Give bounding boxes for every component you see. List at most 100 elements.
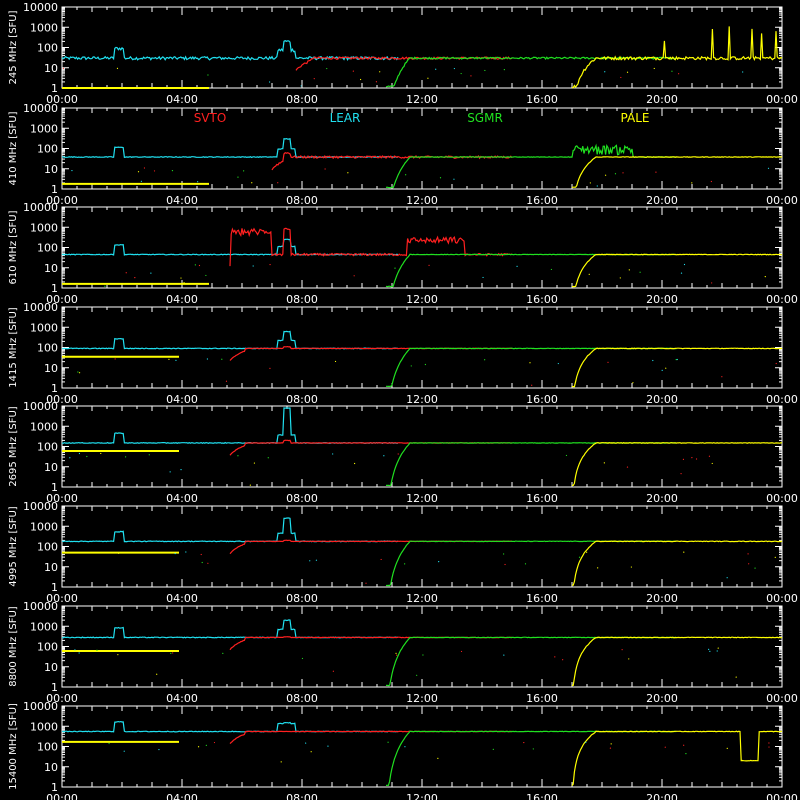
dropout-point	[168, 358, 170, 361]
dropout-point	[586, 551, 588, 553]
y-tick-label: 10000	[23, 700, 58, 713]
dropout-point	[554, 656, 556, 658]
dropout-point	[742, 71, 744, 73]
x-tick-label: 16:00	[526, 692, 558, 705]
x-tick-label: 00:00	[46, 93, 78, 106]
dropout-point	[427, 77, 429, 79]
y-tick-label: 10	[44, 461, 58, 474]
dropout-point	[301, 657, 304, 660]
dropout-point	[300, 85, 302, 87]
dropout-point	[269, 367, 271, 369]
dropout-point	[683, 263, 686, 266]
x-tick-label: 20:00	[646, 492, 678, 505]
series-pale	[571, 347, 783, 388]
dropout-point	[150, 272, 152, 274]
y-tick-label: 100	[37, 242, 58, 255]
dropout-point	[140, 180, 143, 182]
x-tick-label: 00:00	[46, 194, 78, 207]
x-tick-label: 04:00	[166, 93, 198, 106]
dropout-point	[482, 276, 484, 279]
panel-1: 1 10 100 1000 10000 00:00 04:00 08:00 12:00 16:00…	[8, 102, 798, 207]
y-tick-label: 10000	[23, 201, 58, 214]
x-tick-label: 12:00	[406, 692, 438, 705]
y-tick-label: 10000	[23, 500, 58, 513]
dropout-point	[768, 742, 770, 744]
x-tick-label: 08:00	[286, 492, 318, 505]
x-tick-label: 00:00	[46, 692, 78, 705]
dropout-point	[108, 742, 110, 745]
dropout-point	[678, 73, 680, 75]
dropout-point	[198, 264, 201, 267]
dropout-point	[726, 577, 728, 579]
y-tick-label: 1000	[30, 520, 58, 533]
dropout-point	[428, 264, 430, 266]
dropout-point	[380, 558, 382, 561]
dropout-point	[754, 567, 756, 569]
dropout-point	[630, 566, 632, 568]
dropout-point	[225, 380, 228, 382]
dropout-point	[460, 72, 462, 75]
dropout-point	[470, 75, 472, 77]
y-tick-label: 1	[51, 282, 58, 295]
dropout-point	[619, 277, 621, 279]
y-tick-label: 10	[44, 262, 58, 275]
y-tick-label: 10	[44, 661, 58, 674]
dropout-point	[222, 652, 224, 654]
dropout-point	[125, 272, 127, 274]
dropout-point	[524, 563, 527, 565]
panel-7: 1 10 100 1000 10000 00:00 04:00 08:00 12:00 16:00…	[8, 700, 798, 800]
dropout-point	[589, 182, 591, 184]
dropout-point	[180, 469, 182, 471]
y-tick-label: 1000	[30, 221, 58, 234]
dropout-point	[197, 746, 200, 748]
x-tick-label: 12:00	[406, 492, 438, 505]
dropout-point	[711, 282, 713, 284]
dropout-point	[387, 741, 389, 743]
x-tick-label: 16:00	[526, 492, 558, 505]
dropout-point	[685, 753, 687, 755]
dropout-point	[523, 741, 525, 744]
dropout-point	[118, 552, 120, 554]
dropout-point	[251, 182, 253, 184]
x-tick-label: 04:00	[166, 792, 198, 800]
dropout-point	[327, 745, 329, 747]
dropout-point	[332, 453, 334, 455]
x-tick-label: 08:00	[286, 792, 318, 800]
panel-3: 1 10 100 1000 10000 00:00 04:00 08:00 12:00 16:00…	[8, 301, 798, 406]
dropout-point	[621, 649, 623, 651]
dropout-point	[310, 751, 312, 753]
dropout-point	[435, 68, 437, 70]
y-axis-label: 4995 MHz [SFU]	[8, 506, 19, 587]
dropout-point	[201, 561, 203, 564]
dropout-point	[596, 185, 598, 187]
dropout-point	[280, 761, 282, 763]
dropout-point	[655, 171, 657, 173]
panel-0: 1 10 100 1000 10000 00:00 04:00 08:00 12:00 16:00…	[8, 1, 798, 106]
dropout-point	[708, 455, 711, 457]
y-tick-label: 100	[37, 641, 58, 654]
dropout-point	[69, 457, 71, 459]
dropout-point	[137, 171, 140, 173]
y-tick-label: 1	[51, 481, 58, 494]
y-tick-label: 1	[51, 581, 58, 594]
x-tick-label: 20:00	[646, 692, 678, 705]
y-tick-label: 10	[44, 362, 58, 375]
dropout-point	[169, 471, 171, 473]
dropout-point	[252, 265, 254, 267]
y-axis-label: 15400 MHz [SFU]	[8, 703, 19, 790]
dropout-point	[424, 363, 426, 366]
x-tick-label: 16:00	[526, 93, 558, 106]
dropout-point	[626, 71, 629, 73]
dropout-point	[194, 264, 196, 266]
dropout-point	[721, 376, 723, 378]
y-tick-label: 1000	[30, 620, 58, 633]
y-tick-label: 10000	[23, 301, 58, 314]
series-pale	[571, 636, 782, 687]
y-axis-label: 410 MHz [SFU]	[8, 111, 19, 185]
dropout-point	[767, 167, 770, 169]
y-tick-label: 100	[37, 541, 58, 554]
x-tick-label: 12:00	[406, 792, 438, 800]
y-axis-label: 1415 MHz [SFU]	[8, 307, 19, 388]
x-tick-label: 00:00	[46, 293, 78, 306]
